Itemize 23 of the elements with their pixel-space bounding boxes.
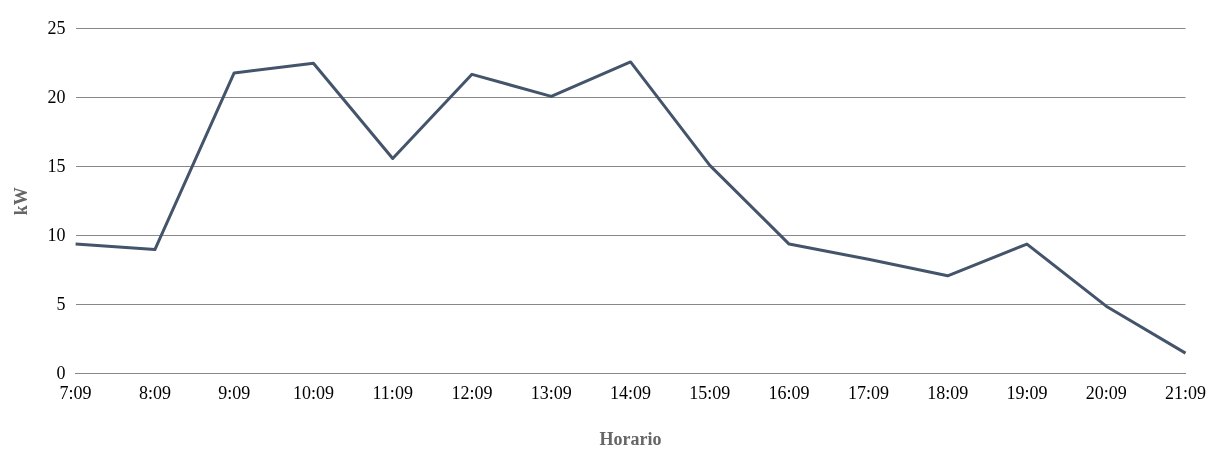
x-tick-label: 9:09 [218,383,251,404]
y-tick-label: 5 [56,293,66,314]
x-tick-label: 21:09 [1164,383,1207,404]
x-tick-label: 12:09 [451,383,493,404]
x-tick-label: 15:09 [689,383,731,404]
y-tick-label: 0 [56,362,66,383]
x-tick-label: 19:09 [1006,383,1048,404]
y-tick-label: 25 [47,17,66,38]
x-tick-label: 10:09 [292,383,334,404]
x-tick-label: 18:09 [927,383,969,404]
x-tick-label: 7:09 [59,383,92,404]
x-tick-label: 13:09 [530,383,572,404]
x-tick-label: 17:09 [847,383,889,404]
y-axis-title: kW [11,187,32,216]
x-tick-label: 16:09 [768,383,810,404]
x-tick-label: 11:09 [372,383,413,404]
x-tick-label: 8:09 [138,383,171,404]
x-tick-label: 14:09 [610,383,652,404]
y-tick-label: 15 [47,155,66,176]
x-tick-label: 20:09 [1085,383,1127,404]
y-tick-label: 10 [47,224,66,245]
y-tick-label: 20 [47,86,66,107]
x-axis-title: Horario [599,428,662,449]
